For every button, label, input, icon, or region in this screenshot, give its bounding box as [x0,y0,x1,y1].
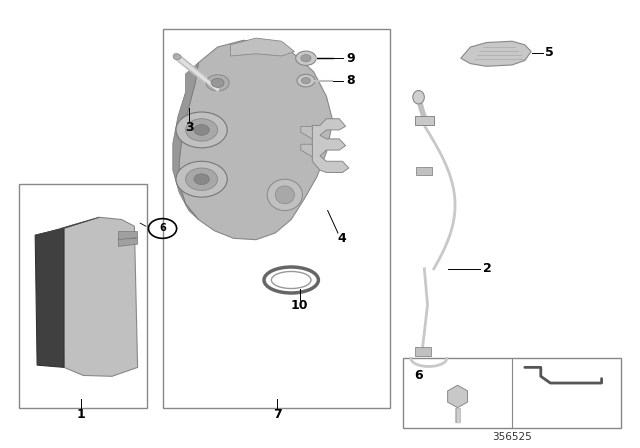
Circle shape [296,51,316,65]
Circle shape [301,78,310,84]
Circle shape [194,125,209,135]
Text: 356525: 356525 [492,432,532,442]
Polygon shape [61,217,138,376]
Polygon shape [179,40,333,240]
FancyBboxPatch shape [19,184,147,408]
Text: 8: 8 [346,74,355,87]
Ellipse shape [268,179,303,211]
FancyBboxPatch shape [403,358,621,428]
Polygon shape [301,144,312,157]
Text: 6: 6 [415,369,423,382]
Text: 5: 5 [545,46,554,60]
FancyBboxPatch shape [416,167,432,175]
Circle shape [297,74,315,87]
Circle shape [211,78,224,87]
FancyBboxPatch shape [415,116,434,125]
Circle shape [173,54,181,60]
Polygon shape [461,41,531,66]
Polygon shape [118,232,138,240]
Polygon shape [230,38,294,56]
Polygon shape [35,228,64,367]
Circle shape [194,174,209,185]
Polygon shape [447,385,468,408]
Ellipse shape [413,90,424,104]
Ellipse shape [275,186,294,204]
Circle shape [186,119,218,141]
Circle shape [206,75,229,91]
Text: 4: 4 [337,232,346,245]
Polygon shape [118,238,138,246]
Text: 3: 3 [185,121,194,134]
Text: 2: 2 [483,262,492,276]
FancyBboxPatch shape [415,347,431,356]
Polygon shape [35,217,99,235]
Circle shape [186,168,218,190]
FancyBboxPatch shape [163,29,390,408]
Circle shape [176,161,227,197]
Circle shape [301,55,311,62]
Text: 7: 7 [273,408,282,421]
Polygon shape [301,126,312,139]
Text: 9: 9 [346,52,355,65]
Text: 10: 10 [291,299,308,312]
Polygon shape [173,63,198,220]
Circle shape [176,112,227,148]
Text: 6: 6 [159,224,166,233]
Polygon shape [312,119,349,172]
Text: 1: 1 [77,408,86,421]
